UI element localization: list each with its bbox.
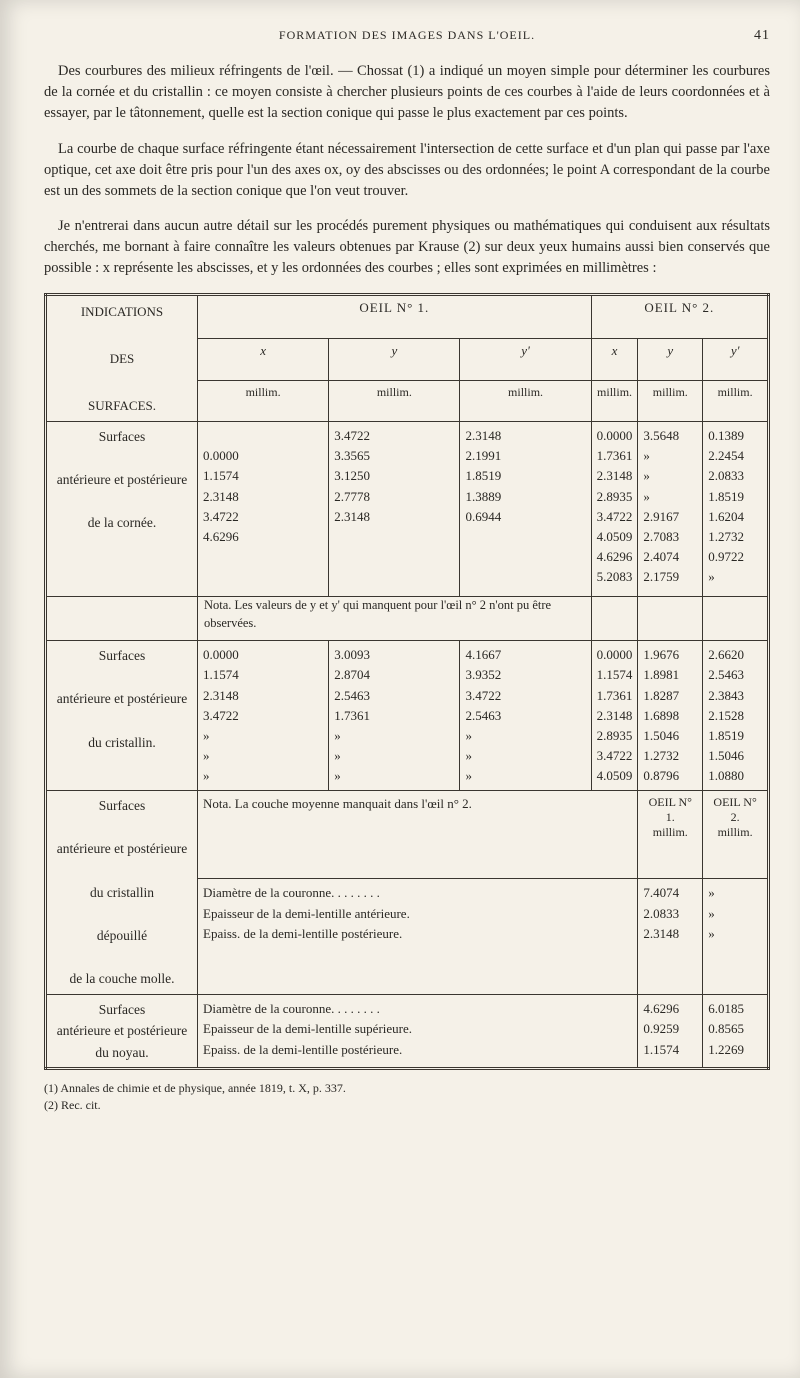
unit-4: millim. xyxy=(591,381,638,422)
row1-c1: 0.0000 1.1574 2.3148 3.4722 4.6296 xyxy=(198,422,329,597)
paragraph-1: Des courbures des milieux réfringents de… xyxy=(44,61,770,124)
col-y2: y xyxy=(638,339,703,381)
unit-6: millim. xyxy=(703,381,769,422)
row4-label: Surfaces antérieure et postérieure du no… xyxy=(46,994,198,1069)
row4-vals2: 6.0185 0.8565 1.2269 xyxy=(703,994,769,1069)
col-yp1: y' xyxy=(460,339,591,381)
row1-c1-vals: 0.0000 1.1574 2.3148 3.4722 4.6296 xyxy=(203,446,323,547)
page: FORMATION DES IMAGES DANS L'OEIL. 41 Des… xyxy=(0,0,800,1378)
row2-c1: 0.0000 1.1574 2.3148 3.4722 » » » xyxy=(198,641,329,791)
row1-label-ext xyxy=(46,597,198,641)
row1-c6: 0.1389 2.2454 2.0833 1.8519 1.6204 1.273… xyxy=(703,422,769,597)
row2-label: Surfaces antérieure et postérieure du cr… xyxy=(46,641,198,791)
footnote-2: (2) Rec. cit. xyxy=(44,1097,770,1114)
col-yp2: y' xyxy=(703,339,769,381)
row1-label: Surfaces antérieure et postérieure de la… xyxy=(46,422,198,597)
row2-c3: 4.1667 3.9352 3.4722 2.5463 » » » xyxy=(460,641,591,791)
row3-sub1: OEIL N° 1. millim. xyxy=(638,791,703,879)
row3-sub1-u: millim. xyxy=(643,825,697,840)
data-table: INDICATIONS DES SURFACES. OEIL N° 1. OEI… xyxy=(44,293,770,1070)
row2-c5: 1.9676 1.8981 1.8287 1.6898 1.5046 1.273… xyxy=(638,641,703,791)
running-header: FORMATION DES IMAGES DANS L'OEIL. 41 xyxy=(44,28,770,43)
row1-c4: 0.0000 1.7361 2.3148 2.8935 3.4722 4.050… xyxy=(591,422,638,597)
row3-label: Surfaces antérieure et postérieure du cr… xyxy=(46,791,198,994)
col-x2: x xyxy=(591,339,638,381)
oeil1-header: OEIL N° 1. xyxy=(198,295,592,339)
header-title: FORMATION DES IMAGES DANS L'OEIL. xyxy=(279,28,535,42)
row2-c2: 3.0093 2.8704 2.5463 1.7361 » » » xyxy=(329,641,460,791)
row2-c4: 0.0000 1.1574 1.7361 2.3148 2.8935 3.472… xyxy=(591,641,638,791)
unit-5: millim. xyxy=(638,381,703,422)
footnotes: (1) Annales de chimie et de physique, an… xyxy=(44,1080,770,1114)
footnote-1: (1) Annales de chimie et de physique, an… xyxy=(44,1080,770,1097)
paragraph-2: La courbe de chaque surface réfringente … xyxy=(44,139,770,202)
row3-vals2: » » » xyxy=(703,878,769,994)
unit-2: millim. xyxy=(329,381,460,422)
row3-sub2-u: millim. xyxy=(708,825,762,840)
oeil2-header: OEIL N° 2. xyxy=(591,295,768,339)
row4-vals1: 4.6296 0.9259 1.1574 xyxy=(638,994,703,1069)
page-number: 41 xyxy=(754,28,770,44)
row3-note: Nota. La couche moyenne manquait dans l'… xyxy=(198,791,638,879)
row1-c3: 2.3148 2.1991 1.8519 1.3889 0.6944 xyxy=(460,422,591,597)
indications-header: INDICATIONS DES SURFACES. xyxy=(46,295,198,422)
row2-c6: 2.6620 2.5463 2.3843 2.1528 1.8519 1.504… xyxy=(703,641,769,791)
row1-c5: 3.5648 » » » 2.9167 2.7083 2.4074 2.1759 xyxy=(638,422,703,597)
row3-sub2-t: OEIL N° 2. xyxy=(708,795,762,825)
row3-sub2: OEIL N° 2. millim. xyxy=(703,791,769,879)
paragraph-3: Je n'entrerai dans aucun autre détail su… xyxy=(44,216,770,279)
row1-ext5 xyxy=(638,597,703,641)
row1-nota xyxy=(203,567,323,572)
col-y1: y xyxy=(329,339,460,381)
row3-vals1: 7.4074 2.0833 2.3148 xyxy=(638,878,703,994)
row3-sub1-t: OEIL N° 1. xyxy=(643,795,697,825)
col-x1: x xyxy=(198,339,329,381)
row3-measures: Diamètre de la couronne. . . . . . . . E… xyxy=(198,878,638,994)
row1-c2: 3.4722 3.3565 3.1250 2.7778 2.3148 xyxy=(329,422,460,597)
unit-3: millim. xyxy=(460,381,591,422)
row1-ext6 xyxy=(703,597,769,641)
row4-measures: Diamètre de la couronne. . . . . . . . E… xyxy=(198,994,638,1069)
unit-1: millim. xyxy=(198,381,329,422)
row1-ext4 xyxy=(591,597,638,641)
row1-nota-cell: Nota. Les valeurs de y et y' qui manquen… xyxy=(198,597,592,641)
